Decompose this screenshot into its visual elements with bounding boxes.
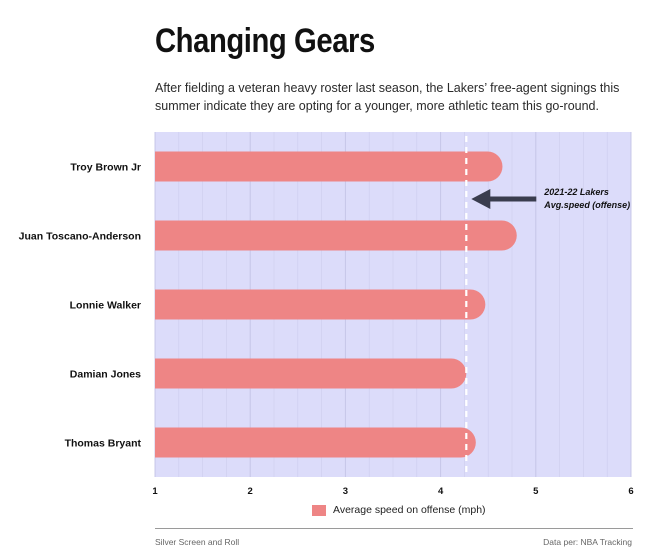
x-tick-label: 1 — [152, 486, 158, 497]
bar-1 — [155, 151, 503, 182]
bar-3 — [155, 289, 486, 320]
bar-chart: Troy Brown Jr Juan Toscano-Anderson Lonnie… — [19, 132, 634, 497]
x-tick-label: 2 — [248, 486, 253, 497]
reference-line-label: 2021-22 Lakers — [543, 187, 609, 197]
bar-4 — [155, 358, 467, 389]
category-label: Juan Toscano-Anderson — [19, 231, 141, 243]
chart-plot-layer: Troy Brown Jr Juan Toscano-Anderson Lonnie… — [19, 132, 634, 497]
x-tick-label: 4 — [438, 486, 444, 497]
x-tick-label: 6 — [628, 486, 633, 497]
reference-line-label: Avg.speed (offense) — [543, 200, 630, 210]
annotation-arrow-head — [471, 189, 491, 209]
bar-5 — [155, 427, 476, 458]
chart-subtitle: After fielding a veteran heavy roster la… — [155, 81, 620, 113]
x-tick-label: 3 — [343, 486, 348, 497]
footer-source-left: Silver Screen and Roll — [155, 537, 240, 547]
category-label: Lonnie Walker — [70, 300, 141, 312]
footer-divider — [155, 528, 633, 529]
category-label: Troy Brown Jr — [70, 162, 141, 174]
footer-source-right: Data per: NBA Tracking — [543, 537, 632, 547]
x-tick-label: 5 — [533, 486, 539, 497]
chart-title: Changing Gears — [155, 22, 375, 60]
category-label: Damian Jones — [70, 369, 141, 381]
legend-swatch — [312, 504, 326, 516]
legend-label: Average speed on offense (mph) — [333, 504, 486, 516]
category-label: Thomas Bryant — [65, 438, 142, 450]
bar-2 — [155, 220, 517, 251]
annotation-arrow-shaft — [488, 196, 537, 202]
chart-legend: Average speed on offense (mph) — [312, 504, 486, 516]
